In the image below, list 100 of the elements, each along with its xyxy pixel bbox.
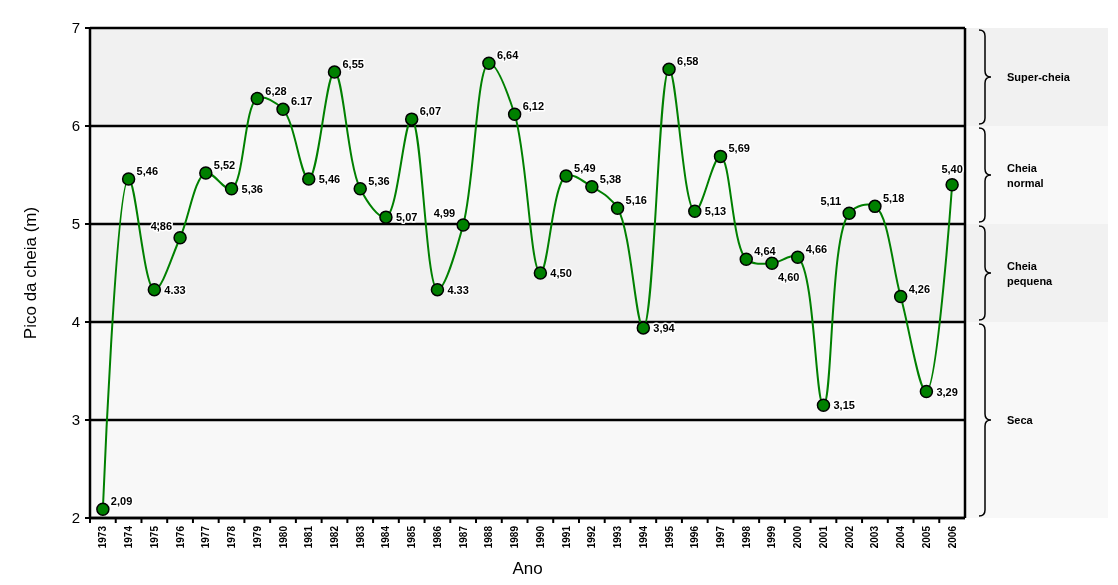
point bbox=[173, 230, 187, 245]
point bbox=[739, 252, 753, 267]
data-label: 5,38 bbox=[599, 172, 622, 185]
data-label: 4,66 bbox=[805, 243, 828, 256]
band-label: Cheia normal bbox=[1007, 161, 1044, 189]
data-label: 3,15 bbox=[833, 399, 855, 412]
data-label: 4,99 bbox=[433, 206, 456, 219]
x-tick-label: 2004 bbox=[895, 525, 907, 549]
data-label: 4.33 bbox=[164, 283, 186, 296]
point bbox=[945, 178, 959, 192]
x-tick-label: 1996 bbox=[689, 525, 701, 549]
point bbox=[533, 266, 548, 280]
y-axis-title: Pico da cheia (m) bbox=[21, 206, 40, 340]
data-label: 3,94 bbox=[653, 321, 676, 334]
point bbox=[507, 107, 522, 121]
x-tick-label: 1993 bbox=[612, 525, 624, 549]
data-label: 5,18 bbox=[882, 192, 905, 205]
x-tick-label: 2000 bbox=[792, 525, 804, 549]
data-label: 4,60 bbox=[777, 271, 800, 284]
point bbox=[199, 166, 213, 180]
data-label: 5,11 bbox=[820, 195, 842, 208]
data-label: 6,07 bbox=[419, 105, 442, 118]
data-label: 5,52 bbox=[213, 159, 236, 172]
y-tick-label: 2 bbox=[71, 509, 80, 527]
data-label: 5,07 bbox=[395, 211, 418, 224]
point bbox=[353, 181, 367, 196]
y-tick-label: 4 bbox=[71, 313, 80, 331]
data-label: 3,29 bbox=[936, 385, 958, 398]
point bbox=[893, 289, 908, 304]
point bbox=[482, 56, 496, 71]
point bbox=[379, 210, 393, 224]
data-label: 6.17 bbox=[291, 95, 313, 108]
data-label: 5,69 bbox=[728, 142, 750, 155]
point bbox=[404, 112, 419, 126]
point bbox=[121, 172, 136, 186]
x-tick-label: 1992 bbox=[586, 525, 598, 549]
point bbox=[276, 102, 290, 117]
y-tick-label: 6 bbox=[71, 117, 80, 135]
x-tick-label: 1988 bbox=[483, 525, 495, 549]
point bbox=[636, 321, 651, 335]
x-tick-label: 1975 bbox=[148, 525, 160, 549]
band-label: Seca bbox=[1007, 413, 1034, 426]
point bbox=[224, 181, 239, 196]
x-tick-label: 1985 bbox=[406, 525, 418, 549]
point bbox=[559, 169, 573, 183]
x-tick-label: 1999 bbox=[766, 525, 778, 549]
point bbox=[765, 256, 779, 270]
point bbox=[713, 149, 728, 164]
x-tick-label: 1974 bbox=[123, 525, 135, 549]
point bbox=[842, 206, 856, 220]
data-label: 5,16 bbox=[625, 194, 647, 207]
data-label: 6,55 bbox=[342, 58, 364, 71]
band-label: Super-cheia bbox=[1007, 70, 1071, 83]
x-axis-title: Ano bbox=[512, 559, 543, 578]
x-tick-label: 1984 bbox=[380, 525, 392, 549]
x-tick-label: 1983 bbox=[354, 525, 366, 549]
data-label: 4,64 bbox=[754, 245, 777, 258]
point bbox=[96, 502, 110, 516]
point bbox=[816, 398, 831, 413]
x-tick-label: 1998 bbox=[740, 525, 752, 549]
point bbox=[147, 282, 162, 297]
x-tick-label: 1980 bbox=[277, 525, 289, 549]
x-tick-label: 1995 bbox=[663, 525, 675, 549]
x-tick-label: 1986 bbox=[431, 525, 443, 549]
point bbox=[585, 180, 599, 194]
x-tick-label: 1994 bbox=[637, 525, 649, 549]
x-tick-label: 1978 bbox=[226, 525, 238, 549]
point bbox=[662, 62, 676, 76]
data-label: 5,46 bbox=[136, 164, 159, 177]
x-tick-label: 1997 bbox=[715, 525, 727, 549]
data-label: 5,36 bbox=[368, 174, 390, 187]
point bbox=[430, 282, 445, 297]
y-tick-label: 5 bbox=[71, 215, 80, 233]
point bbox=[610, 201, 625, 216]
data-label: 5,36 bbox=[241, 182, 263, 195]
point bbox=[868, 199, 882, 214]
data-label: 5,40 bbox=[941, 162, 963, 175]
data-label: 2,09 bbox=[110, 495, 133, 508]
x-tick-label: 1990 bbox=[534, 525, 546, 549]
data-label: 6,58 bbox=[677, 55, 699, 68]
point bbox=[790, 250, 805, 265]
x-tick-label: 1981 bbox=[303, 525, 315, 549]
point bbox=[688, 204, 702, 219]
x-tick-label: 2003 bbox=[869, 525, 881, 549]
data-label: 5,13 bbox=[704, 205, 727, 218]
data-label: 6,64 bbox=[496, 49, 520, 62]
data-label: 5,46 bbox=[318, 172, 341, 185]
point bbox=[250, 91, 265, 106]
point bbox=[327, 65, 342, 79]
point bbox=[456, 218, 470, 232]
x-tick-label: 1987 bbox=[457, 525, 469, 549]
data-label: 6,12 bbox=[522, 100, 545, 113]
x-tick-label: 2005 bbox=[920, 525, 932, 549]
data-label: 6,28 bbox=[265, 84, 287, 97]
x-tick-label: 2002 bbox=[843, 525, 855, 549]
x-tick-label: 1982 bbox=[328, 525, 340, 549]
x-tick-label: 1979 bbox=[251, 525, 263, 549]
y-tick-label: 3 bbox=[71, 411, 80, 429]
x-tick-label: 2006 bbox=[946, 525, 958, 549]
x-tick-label: 1976 bbox=[174, 525, 186, 549]
